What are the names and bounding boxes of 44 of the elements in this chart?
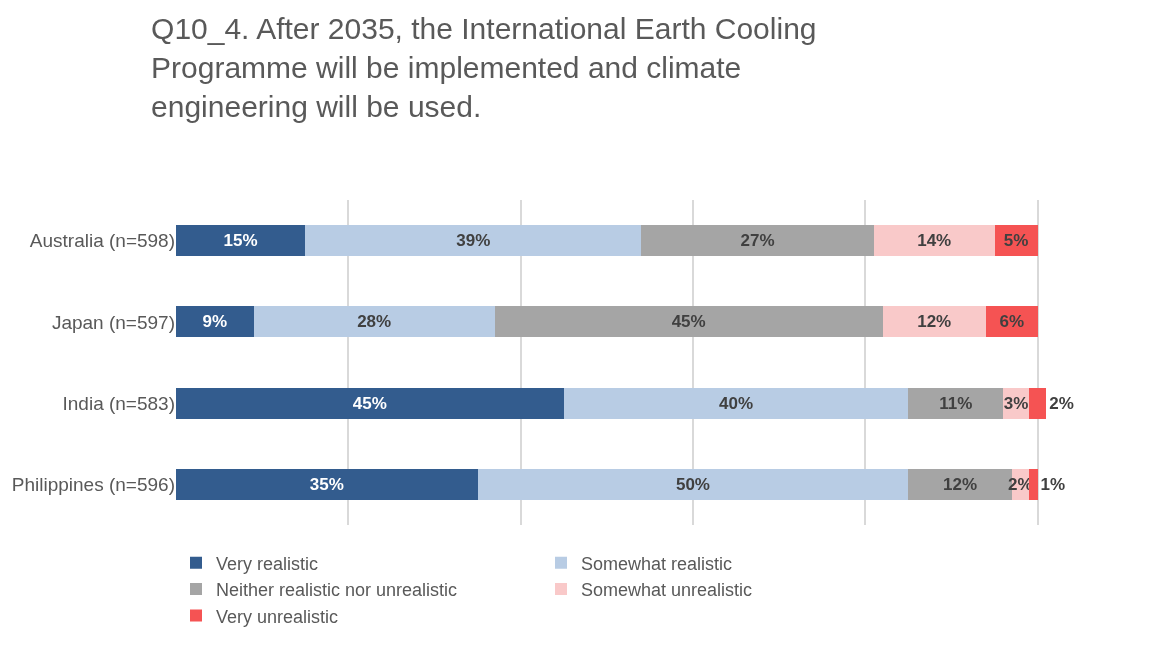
data-label: 45% bbox=[671, 312, 706, 332]
bar bbox=[873, 225, 995, 257]
legend-label: Somewhat unrealistic bbox=[581, 580, 753, 601]
chart-title: Q10_4. After 2035, the International Earth Cooling Programme will be implemented and climate engineering will be used. bbox=[151, 11, 817, 123]
data-label: 5% bbox=[1003, 231, 1029, 251]
bar bbox=[176, 306, 254, 338]
bar bbox=[494, 306, 883, 338]
data-label: 12% bbox=[917, 312, 952, 332]
data-label: 2% bbox=[1049, 393, 1074, 413]
data-label: 14% bbox=[917, 231, 952, 251]
legend-label: Neither realistic nor unrealistic bbox=[216, 580, 458, 601]
bar bbox=[641, 225, 874, 257]
data-label: 35% bbox=[309, 474, 344, 494]
bar bbox=[305, 225, 642, 257]
bar bbox=[1028, 387, 1047, 419]
bar bbox=[176, 387, 564, 419]
data-label: 6% bbox=[999, 312, 1025, 332]
data-label: 45% bbox=[352, 393, 387, 413]
legend-label: Very realistic bbox=[216, 553, 319, 574]
bar bbox=[882, 306, 986, 338]
legend-label: Very unrealistic bbox=[216, 606, 339, 627]
y-tick-label: Australia (n=598) bbox=[29, 230, 175, 252]
data-label: 15% bbox=[223, 231, 258, 251]
y-tick-label: Philippines (n=596) bbox=[11, 474, 175, 496]
bar bbox=[1028, 468, 1038, 500]
legend-label: Somewhat realistic bbox=[581, 553, 733, 574]
data-label: 28% bbox=[357, 312, 392, 332]
data-label: 11% bbox=[939, 393, 973, 413]
data-label: 50% bbox=[675, 474, 710, 494]
y-tick-label: Japan (n=597) bbox=[51, 311, 175, 333]
y-tick-label: India (n=583) bbox=[62, 392, 175, 414]
bar bbox=[176, 225, 306, 257]
bar bbox=[563, 387, 909, 419]
bar bbox=[908, 387, 1004, 419]
bar bbox=[477, 468, 909, 500]
bar bbox=[253, 306, 495, 338]
data-label: 3% bbox=[1003, 393, 1029, 413]
data-label: 40% bbox=[719, 393, 754, 413]
bar bbox=[176, 468, 478, 500]
data-label: 39% bbox=[456, 231, 491, 251]
data-label: 1% bbox=[1040, 474, 1066, 494]
data-label: 9% bbox=[202, 312, 228, 332]
data-label: 12% bbox=[943, 474, 978, 494]
data-label: 27% bbox=[740, 231, 775, 251]
